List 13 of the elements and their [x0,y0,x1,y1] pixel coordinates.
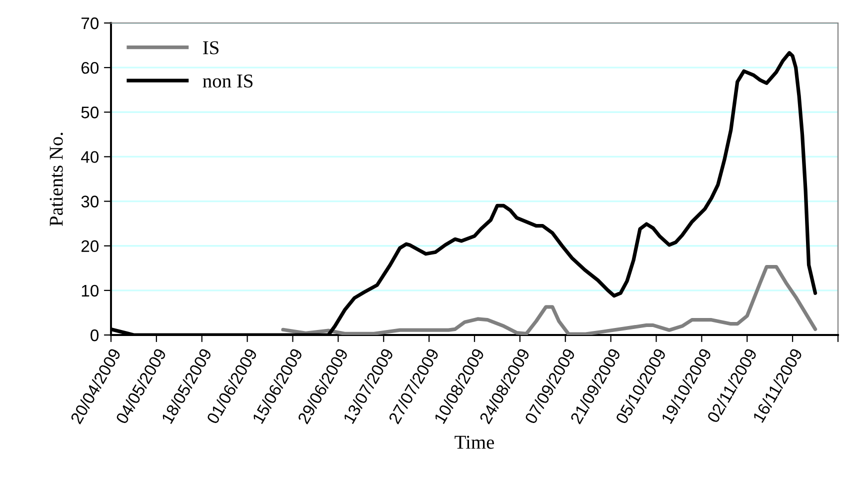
legend-label: non IS [202,74,252,88]
y-tick-label: 60 [82,62,99,74]
y-tick-label: 30 [81,196,99,208]
y-tick-label: 40 [81,151,99,163]
line-series [281,265,818,335]
y-tick-label: 50 [81,106,99,118]
x-axis-title: Time [454,436,494,449]
legend-label: IS [203,41,218,54]
y-axis-title: Patients No. [50,132,63,226]
y-tick-label: 70 [82,17,99,30]
y-tick-label: 10 [82,284,99,297]
y-tick-label: 0 [90,329,99,342]
y-tick-label: 20 [81,240,99,252]
